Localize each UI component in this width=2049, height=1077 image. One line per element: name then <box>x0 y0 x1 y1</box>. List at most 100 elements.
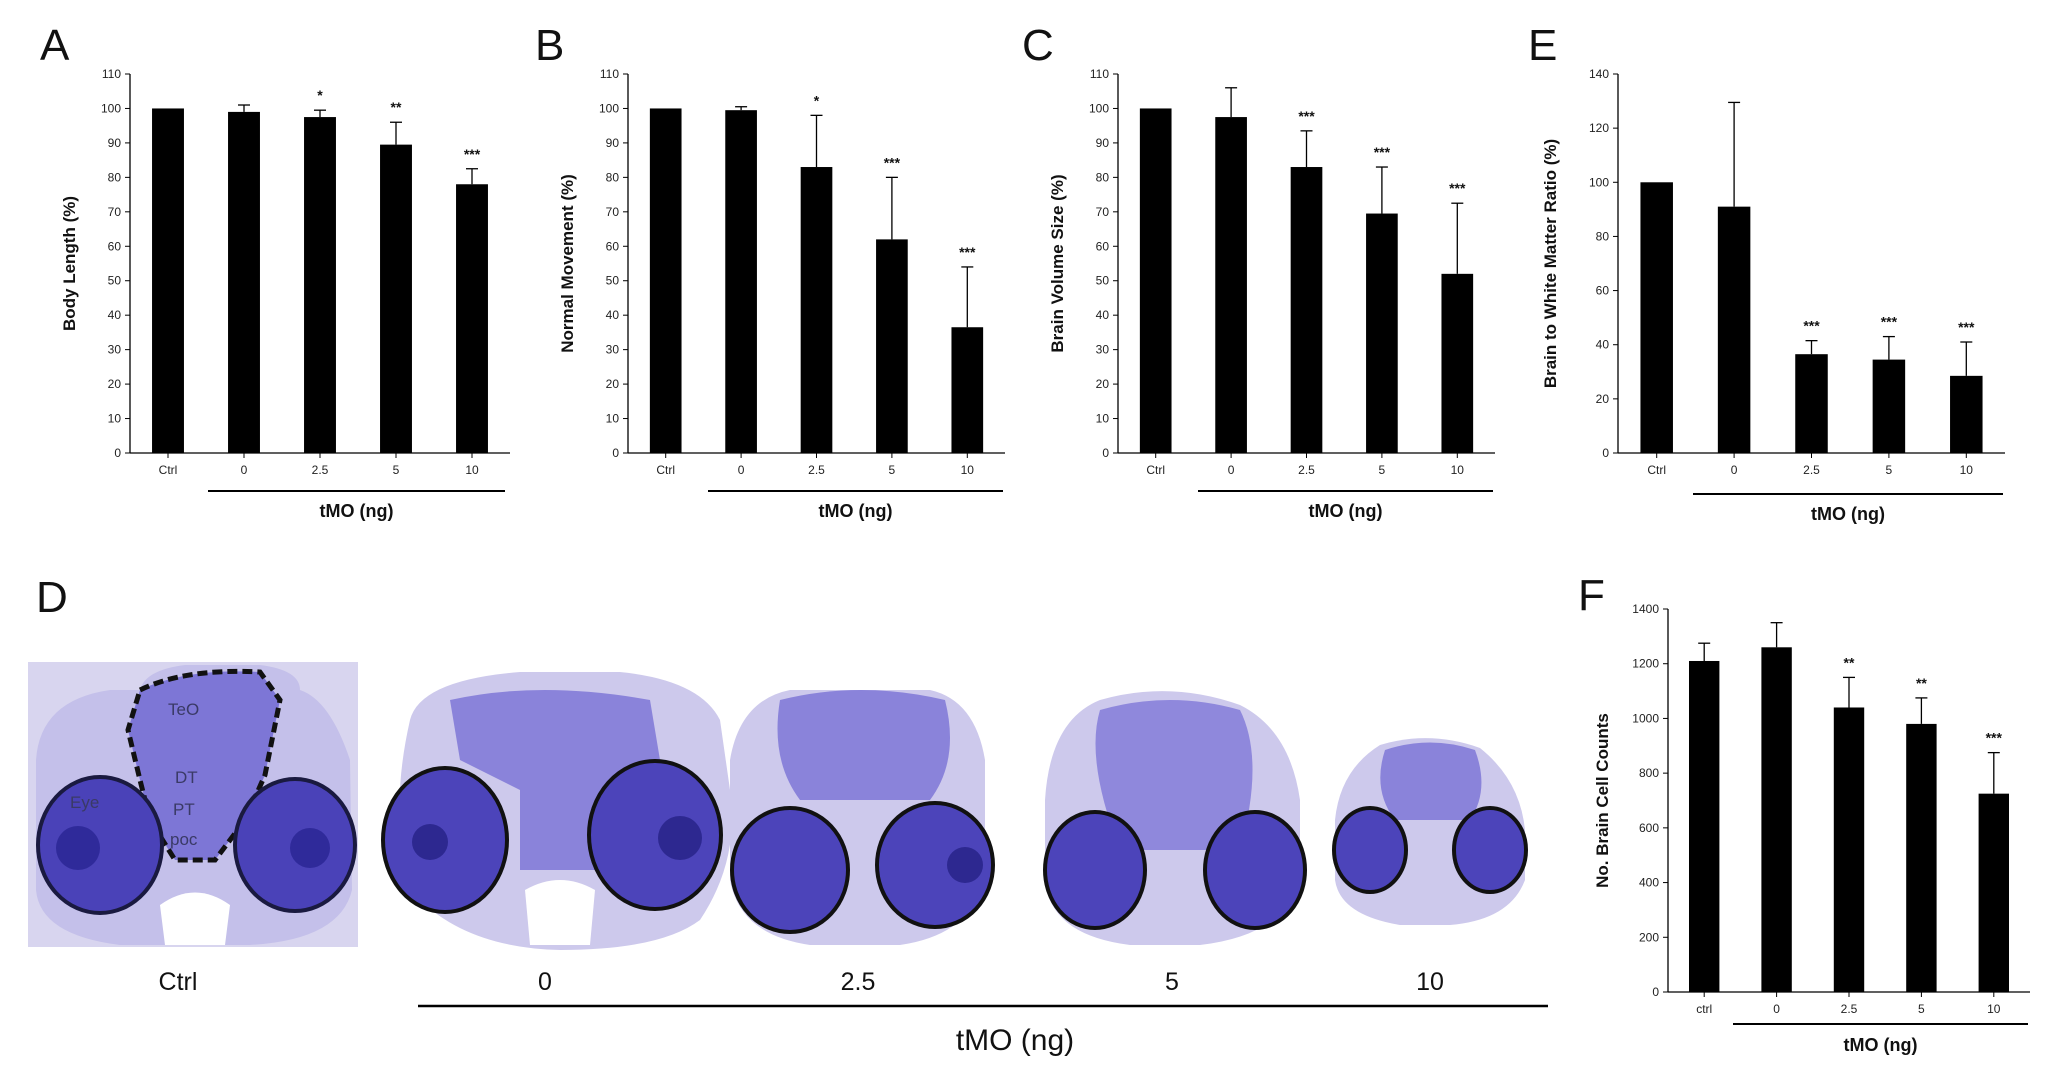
y-tick-label-c: 30 <box>1096 343 1110 357</box>
significance-label-b: * <box>814 92 820 108</box>
y-tick-label-c: 40 <box>1096 308 1110 322</box>
y-tick-label-e: 0 <box>1602 446 1609 460</box>
y-tick-label-a: 0 <box>114 446 121 460</box>
x-tick-label-a: Ctrl <box>159 463 178 477</box>
y-tick-label-c: 100 <box>1089 101 1109 115</box>
section-ctrl-left-eye <box>36 775 164 915</box>
y-tick-label-c: 50 <box>1096 274 1110 288</box>
x-tick-label-c: 5 <box>1379 463 1386 477</box>
annotation-dt: DT <box>175 768 198 787</box>
section-5ng-left-eye <box>1043 810 1147 930</box>
bar-c <box>1441 273 1474 453</box>
panel-letter-f: F <box>1578 571 1605 620</box>
annotation-teo: TeO <box>168 700 199 719</box>
y-tick-label-c: 20 <box>1096 377 1110 391</box>
x-tick-label-a: 2.5 <box>312 463 329 477</box>
panel-d-group-label: tMO (ng) <box>956 1024 1074 1057</box>
section-2-5ng-brain <box>777 690 950 800</box>
significance-label-e: *** <box>1803 318 1820 334</box>
y-tick-label-b: 20 <box>606 377 620 391</box>
y-axis-title-b: Normal Movement (%) <box>558 174 577 353</box>
x-tick-label-b: 2.5 <box>808 463 825 477</box>
section-label-0: 0 <box>538 968 552 996</box>
bar-b <box>649 108 682 454</box>
y-tick-label-e: 100 <box>1589 175 1609 189</box>
x-tick-label-e: 5 <box>1886 463 1893 477</box>
y-tick-label-b: 90 <box>606 136 620 150</box>
section-2-5ng-right-lens <box>947 847 983 883</box>
x-tick-label-e: 2.5 <box>1803 463 1820 477</box>
section-ctrl-image: TeO DT Eye PT poc <box>28 662 358 947</box>
y-tick-label-c: 90 <box>1096 136 1110 150</box>
section-label-10: 10 <box>1416 968 1444 996</box>
significance-label-c: *** <box>1374 144 1391 160</box>
y-tick-label-f: 400 <box>1639 876 1659 890</box>
section-0ng-image <box>381 672 732 950</box>
bar-b <box>876 239 908 453</box>
y-tick-label-c: 60 <box>1096 239 1110 253</box>
significance-label-c: *** <box>1449 180 1466 196</box>
y-tick-label-e: 60 <box>1596 284 1610 298</box>
significance-label-a: *** <box>464 146 481 162</box>
y-tick-label-c: 0 <box>1102 446 1109 460</box>
section-5ng-brain <box>1095 700 1253 850</box>
group-label-b: tMO (ng) <box>819 501 893 521</box>
x-tick-label-a: 10 <box>465 463 479 477</box>
x-tick-label-e: Ctrl <box>1647 463 1666 477</box>
y-tick-label-f: 800 <box>1639 766 1659 780</box>
y-tick-label-b: 70 <box>606 205 620 219</box>
bar-c <box>1290 167 1323 453</box>
x-tick-label-b: 10 <box>961 463 975 477</box>
y-tick-label-b: 30 <box>606 343 620 357</box>
section-5ng-image <box>1043 691 1307 945</box>
y-tick-label-f: 1000 <box>1632 711 1659 725</box>
x-tick-label-b: 0 <box>738 463 745 477</box>
x-tick-label-c: 2.5 <box>1298 463 1315 477</box>
section-label-ctrl: Ctrl <box>159 968 198 996</box>
y-tick-label-a: 50 <box>108 274 122 288</box>
x-tick-label-f: 10 <box>1987 1002 2001 1016</box>
group-label-a: tMO (ng) <box>320 501 394 521</box>
y-axis-title-e: Brain to White Matter Ratio (%) <box>1541 139 1560 388</box>
section-label-5: 5 <box>1165 968 1179 996</box>
bar-e <box>1872 359 1906 453</box>
section-2-5ng-left-eye <box>730 806 850 934</box>
annotation-poc: poc <box>170 830 198 849</box>
significance-label-f: ** <box>1844 654 1855 670</box>
y-tick-label-b: 50 <box>606 274 620 288</box>
y-tick-label-e: 20 <box>1596 392 1610 406</box>
section-10ng-right-eye <box>1452 806 1528 894</box>
x-tick-label-a: 0 <box>241 463 248 477</box>
section-2-5ng-right-eye <box>875 801 995 929</box>
significance-label-c: *** <box>1298 108 1315 124</box>
x-tick-label-b: 5 <box>889 463 896 477</box>
bar-c <box>1139 108 1172 454</box>
x-tick-label-e: 10 <box>1960 463 1974 477</box>
significance-label-f: ** <box>1916 675 1927 691</box>
panel-letter-c: C <box>1022 21 1054 70</box>
y-tick-label-a: 80 <box>108 170 122 184</box>
x-tick-label-f: 0 <box>1773 1002 1780 1016</box>
section-ctrl-pharynx <box>160 892 230 945</box>
section-5ng-right-eye <box>1203 810 1307 930</box>
x-tick-label-f: 2.5 <box>1841 1002 1858 1016</box>
bar-f <box>1688 660 1720 992</box>
y-tick-label-a: 40 <box>108 308 122 322</box>
section-ctrl-left-lens <box>56 826 100 870</box>
y-axis-title-c: Brain Volume Size (%) <box>1048 174 1067 352</box>
bar-e <box>1795 354 1828 453</box>
section-0ng-right-eye <box>587 759 723 911</box>
panel-f-chart: F 0 200 400 600 800 1000 1200 1400 No. Brain Cel… <box>1578 571 2030 1055</box>
bar-b <box>800 167 833 453</box>
y-tick-label-b: 60 <box>606 239 620 253</box>
bar-b <box>725 110 757 453</box>
bar-e <box>1950 375 1983 453</box>
y-tick-label-f: 1200 <box>1632 657 1659 671</box>
x-tick-label-e: 0 <box>1731 463 1738 477</box>
y-tick-label-b: 10 <box>606 412 620 426</box>
x-tick-label-f: ctrl <box>1696 1002 1712 1016</box>
y-tick-label-c: 10 <box>1096 412 1110 426</box>
section-0ng-right-lens <box>658 816 702 860</box>
